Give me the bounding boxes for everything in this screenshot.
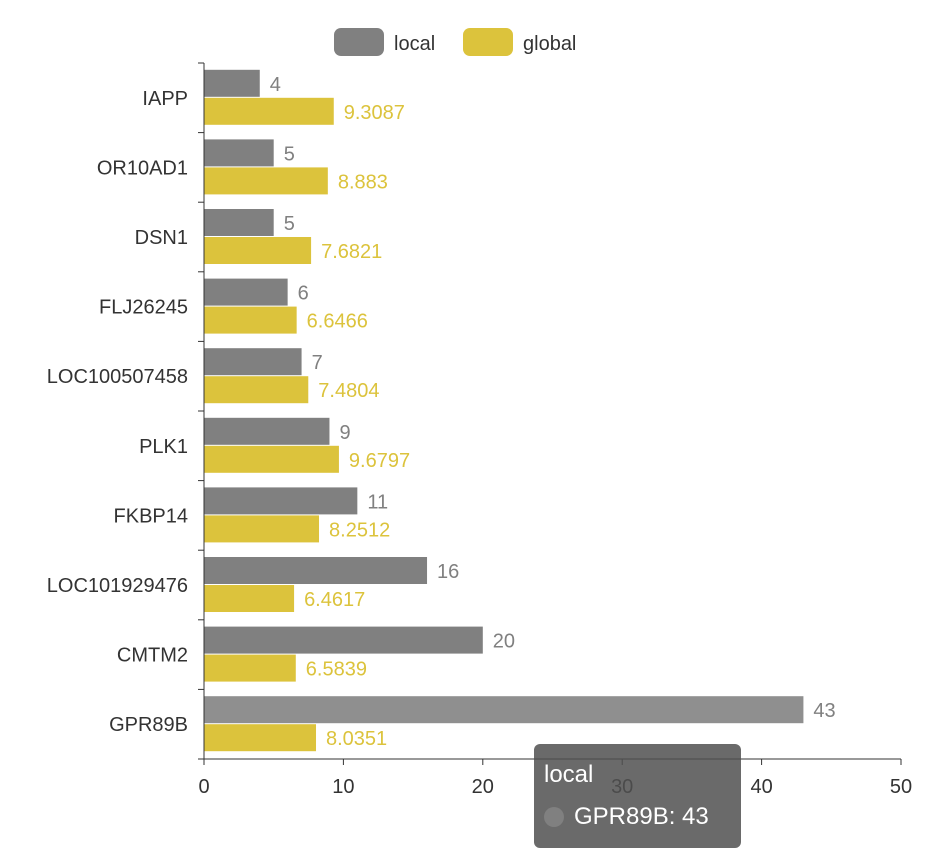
category-label-plk1: PLK1 [139,436,188,458]
bar-local-loc101929476[interactable] [204,557,428,584]
category-label-cmtm2: CMTM2 [117,645,188,667]
bar-global-plk1[interactable] [204,445,339,473]
tooltip: local GPR89B: 43 [534,744,741,848]
category-label-dsn1: DSN1 [135,227,188,249]
legend-label-local: local [394,33,435,55]
legend-item-local[interactable]: local [334,28,435,56]
bar-local-loc100507458[interactable] [204,348,302,376]
bar-global-loc100507458[interactable] [204,376,309,404]
bar-global-dsn1[interactable] [204,237,312,264]
legend-swatch-global [463,28,513,56]
x-tick-label-40: 40 [750,776,772,798]
value-label-local-loc100507458: 7 [312,352,323,374]
x-tick-label-10: 10 [332,776,354,798]
x-tick-label-50: 50 [890,776,912,798]
category-label-fkbp14: FKBP14 [114,505,188,527]
legend: local global [334,28,576,56]
bar-global-cmtm2[interactable] [204,654,296,682]
legend-label-global: global [523,33,576,55]
category-label-flj26245: FLJ26245 [99,297,188,319]
bar-global-fkbp14[interactable] [204,515,320,543]
bar-global-iapp[interactable] [204,97,334,125]
bar-local-flj26245[interactable] [204,278,288,306]
value-label-global-loc100507458: 7.4804 [318,380,379,402]
value-label-local-or10ad1: 5 [284,143,295,165]
bar-local-fkbp14[interactable] [204,487,358,515]
value-label-global-cmtm2: 6.5839 [306,659,367,681]
value-labels-group: 4 9.3087 5 8.883 5 7.6821 6 6.6466 7 7.4804 9 9.679… [270,74,836,750]
category-label-iapp: IAPP [142,88,188,110]
value-label-local-iapp: 4 [270,74,281,96]
bar-local-cmtm2[interactable] [204,626,483,654]
bar-local-plk1[interactable] [204,417,330,445]
x-tick-label-0: 0 [198,776,209,798]
bar-local-dsn1[interactable] [204,209,274,236]
value-label-global-plk1: 9.6797 [349,450,410,472]
value-label-global-dsn1: 7.6821 [321,241,382,263]
value-label-local-dsn1: 5 [284,213,295,235]
tooltip-value-text: GPR89B: 43 [574,803,709,830]
value-label-global-gpr89b: 8.0351 [326,728,387,750]
category-label-gpr89b: GPR89B [109,714,188,736]
category-label-loc101929476: LOC101929476 [47,575,188,597]
value-label-global-flj26245: 6.6466 [307,311,368,333]
tooltip-series-dot [544,807,564,827]
value-label-global-or10ad1: 8.883 [338,171,388,193]
value-label-global-iapp: 9.3087 [344,102,405,124]
legend-item-global[interactable]: global [463,28,576,56]
x-tick-label-20: 20 [472,776,494,798]
bar-global-gpr89b[interactable] [204,724,317,752]
bar-global-or10ad1[interactable] [204,167,328,195]
bar-global-loc101929476[interactable] [204,585,295,612]
bar-local-iapp[interactable] [204,69,260,97]
y-axis: IAPP OR10AD1 DSN1 FLJ26245 LOC100507458 PLK1 F… [47,62,205,760]
value-label-local-cmtm2: 20 [493,631,515,653]
value-label-local-gpr89b: 43 [813,700,835,722]
category-label-loc100507458: LOC100507458 [47,366,188,388]
bar-global-flj26245[interactable] [204,306,297,334]
value-label-local-fkbp14: 11 [367,491,388,513]
value-label-global-fkbp14: 8.2512 [329,519,390,541]
bar-local-or10ad1[interactable] [204,139,274,167]
value-label-global-loc101929476: 6.4617 [304,589,365,611]
bars-group [204,69,804,752]
value-label-local-plk1: 9 [339,422,350,444]
bar-local-gpr89b[interactable] [204,696,804,724]
tooltip-row: GPR89B: 43 [544,802,731,832]
value-label-local-flj26245: 6 [298,283,309,305]
category-label-or10ad1: OR10AD1 [97,157,188,179]
tooltip-series-name: local [544,761,594,788]
legend-swatch-local [334,28,384,56]
value-label-local-loc101929476: 16 [437,561,459,583]
